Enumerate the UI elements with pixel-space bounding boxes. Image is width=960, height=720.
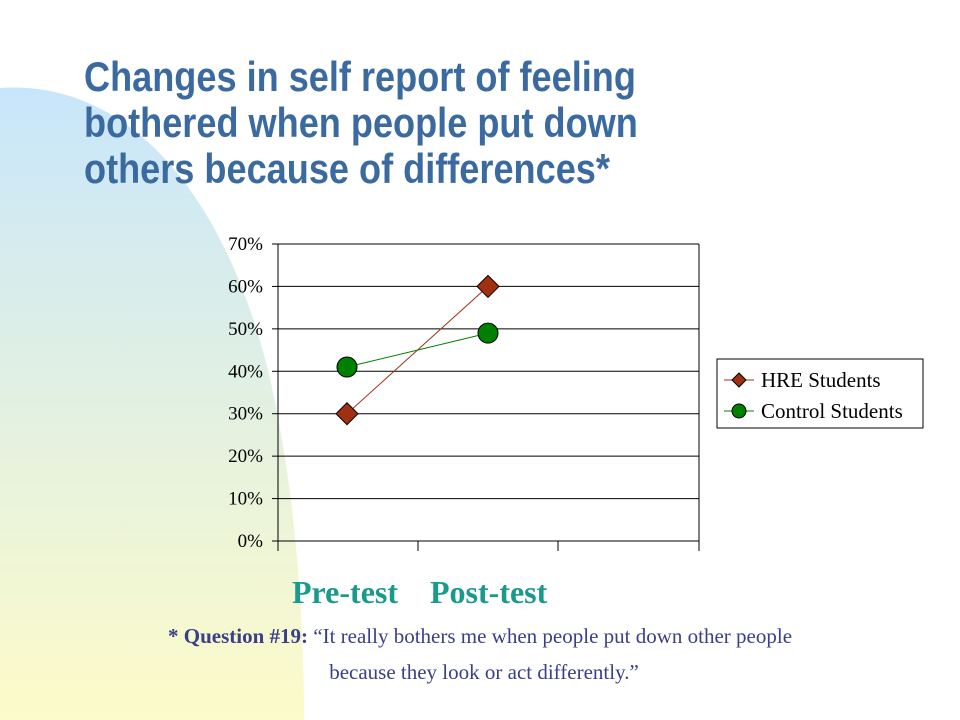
footnote-quote-part-1: “It really bothers me when people put do… xyxy=(308,624,793,648)
y-tick-label: 70% xyxy=(228,234,263,255)
footnote-question-label: * Question #19: xyxy=(167,624,308,648)
data-point-diamond xyxy=(335,402,359,426)
y-tick-label: 30% xyxy=(228,404,263,425)
footnote-line-2: because they look or act differently.” xyxy=(0,660,960,685)
legend: HRE Students Control Students xyxy=(716,358,924,429)
slide-title: Changes in self report of feeling bother… xyxy=(84,54,738,192)
footnote-line-1: * Question #19: “It really bothers me wh… xyxy=(0,624,960,649)
data-point-circle xyxy=(477,322,499,344)
title-line-1: Changes in self report of feeling xyxy=(84,53,636,100)
y-tick-label: 10% xyxy=(228,489,263,510)
footnote-quote-part-2: because they look or act differently.” xyxy=(329,660,639,684)
background-gradient-shape xyxy=(0,87,304,720)
legend-box xyxy=(716,358,924,429)
series xyxy=(335,274,500,426)
x-category-label-post: Post-test xyxy=(430,574,548,610)
y-tick-label: 20% xyxy=(228,446,263,467)
legend-label: HRE Students xyxy=(761,368,881,392)
data-point-diamond xyxy=(476,274,500,299)
legend-label: Control Students xyxy=(761,399,903,423)
series-line-2 xyxy=(346,332,489,368)
legend-marker-circle xyxy=(731,403,747,419)
y-tick-label: 60% xyxy=(228,276,263,297)
x-category-label-pre: Pre-test xyxy=(292,574,398,610)
legend-marker-diamond xyxy=(731,372,747,388)
data-point-circle xyxy=(336,356,358,378)
y-tick-label: 0% xyxy=(238,531,264,552)
y-tick-label: 40% xyxy=(228,361,263,382)
y-tick-label: 50% xyxy=(228,319,263,340)
axes: 0% 10% 20% 30% 40% 50% 60% 70% xyxy=(228,234,700,552)
title-line-3: others because of differences* xyxy=(84,145,610,192)
title-line-2: bothered when people put down xyxy=(84,99,638,146)
